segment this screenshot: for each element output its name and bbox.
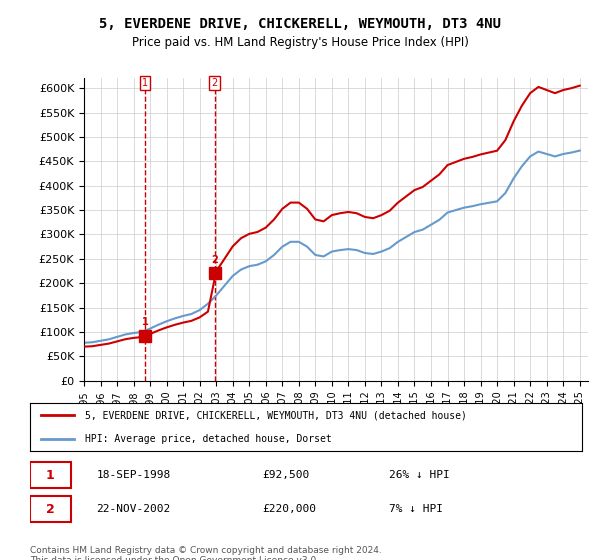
FancyBboxPatch shape xyxy=(30,462,71,488)
FancyBboxPatch shape xyxy=(30,496,71,522)
Text: 7% ↓ HPI: 7% ↓ HPI xyxy=(389,504,443,514)
Text: 1: 1 xyxy=(46,469,55,482)
Text: £220,000: £220,000 xyxy=(262,504,316,514)
Text: 2: 2 xyxy=(211,78,218,88)
Text: 5, EVERDENE DRIVE, CHICKERELL, WEYMOUTH, DT3 4NU: 5, EVERDENE DRIVE, CHICKERELL, WEYMOUTH,… xyxy=(99,17,501,31)
Text: 26% ↓ HPI: 26% ↓ HPI xyxy=(389,470,449,480)
Text: HPI: Average price, detached house, Dorset: HPI: Average price, detached house, Dors… xyxy=(85,434,332,444)
Text: 2: 2 xyxy=(46,503,55,516)
Text: Price paid vs. HM Land Registry's House Price Index (HPI): Price paid vs. HM Land Registry's House … xyxy=(131,36,469,49)
Text: 1: 1 xyxy=(142,78,149,88)
Text: 22-NOV-2002: 22-NOV-2002 xyxy=(96,504,170,514)
Text: 18-SEP-1998: 18-SEP-1998 xyxy=(96,470,170,480)
Text: Contains HM Land Registry data © Crown copyright and database right 2024.
This d: Contains HM Land Registry data © Crown c… xyxy=(30,546,382,560)
Text: 2: 2 xyxy=(211,255,218,265)
Text: 1: 1 xyxy=(142,317,149,327)
Text: 5, EVERDENE DRIVE, CHICKERELL, WEYMOUTH, DT3 4NU (detached house): 5, EVERDENE DRIVE, CHICKERELL, WEYMOUTH,… xyxy=(85,410,467,420)
Text: £92,500: £92,500 xyxy=(262,470,309,480)
